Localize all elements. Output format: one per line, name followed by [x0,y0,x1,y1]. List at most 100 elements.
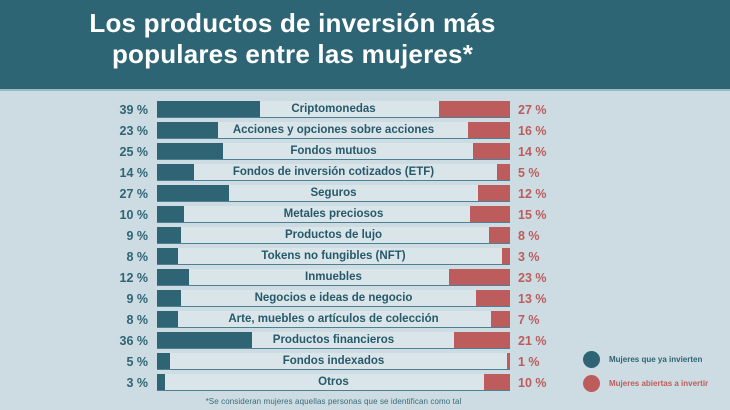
row-right-value: 3 % [518,249,540,264]
bar-already-invest [157,101,261,117]
row-left-value: 25 % [119,144,149,159]
row-track: Productos de lujo [157,227,510,244]
row-track: Negocios e ideas de negocio [157,290,510,307]
legend-dot-teal-icon [583,351,600,368]
chart-row: 14 % Fondos de inversión cotizados (ETF) 5… [0,162,730,183]
chart-row: 23 % Acciones y opciones sobre acciones 16… [0,120,730,141]
row-left-value: 23 % [119,123,149,138]
bar-open-to-invest [507,353,510,369]
bar-already-invest [157,206,184,222]
chart-row: 12 % Inmuebles 23 % [0,267,730,288]
row-track: Acciones y opciones sobre acciones [157,122,510,139]
header-banner: Los productos de inversión más populares… [0,0,730,91]
legend-dot-red-icon [583,375,600,392]
row-left-value: 12 % [119,270,149,285]
row-track: Criptomonedas [157,101,510,118]
row-category-label: Negocios e ideas de negocio [254,292,413,304]
footnote: *Se consideran mujeres aquellas personas… [205,397,462,406]
row-category-label: Metales preciosos [283,208,384,220]
row-track: Fondos mutuos [157,143,510,160]
bar-open-to-invest [472,143,510,159]
row-right-value: 14 % [518,144,547,159]
row-left-value: 5 % [126,354,148,369]
row-left-value: 14 % [119,165,149,180]
chart-row: 36 % Productos financieros 21 % [0,330,730,351]
row-category-label: Productos financieros [272,334,395,346]
bar-already-invest [157,248,179,264]
row-track: Seguros [157,185,510,202]
page-title-line2: populares entre las mujeres* [111,39,474,69]
bar-open-to-invest [483,374,510,390]
bar-already-invest [157,332,253,348]
chart-row: 39 % Criptomonedas 27 % [0,99,730,120]
row-category-label: Arte, muebles o artículos de colección [228,313,439,325]
row-track: Metales preciosos [157,206,510,223]
bar-already-invest [157,311,179,327]
bar-open-to-invest [491,311,510,327]
row-track: Fondos indexados [157,353,510,370]
row-category-label: Otros [318,376,349,388]
bar-already-invest [157,143,224,159]
bar-already-invest [157,164,195,180]
bar-already-invest [157,290,181,306]
row-category-label: Fondos indexados [282,355,385,367]
bar-already-invest [157,353,171,369]
chart-row: 8 % Tokens no fungibles (NFT) 3 % [0,246,730,267]
bar-open-to-invest [438,101,510,117]
legend-item-already-invest: Mujeres que ya invierten [583,351,708,368]
bar-already-invest [157,227,181,243]
bar-open-to-invest [454,332,510,348]
row-track: Otros [157,374,510,391]
row-category-label: Acciones y opciones sobre acciones [232,124,435,136]
row-left-value: 9 % [126,291,148,306]
bar-already-invest [157,269,189,285]
bar-open-to-invest [488,227,510,243]
bar-open-to-invest [475,290,510,306]
row-left-value: 9 % [126,228,148,243]
row-right-value: 16 % [518,123,547,138]
row-track: Arte, muebles o artículos de colección [157,311,510,328]
legend-item-open-to-invest: Mujeres abiertas a invertir [583,375,708,392]
row-right-value: 8 % [518,228,540,243]
bar-already-invest [157,122,218,138]
row-category-label: Tokens no fungibles (NFT) [261,250,406,262]
row-left-value: 8 % [126,249,148,264]
row-left-value: 27 % [119,186,149,201]
row-track: Inmuebles [157,269,510,286]
chart-row: 25 % Fondos mutuos 14 % [0,141,730,162]
row-left-value: 3 % [126,375,148,390]
chart-row: 8 % Arte, muebles o artículos de colecció… [0,309,730,330]
row-category-label: Inmuebles [305,271,362,283]
chart-row: 3 % Otros 10 % [0,372,730,393]
row-right-value: 5 % [518,165,540,180]
row-right-value: 23 % [518,270,547,285]
row-left-value: 36 % [119,333,149,348]
row-right-value: 12 % [518,186,547,201]
bar-already-invest [157,374,165,390]
bar-open-to-invest [496,164,510,180]
row-right-value: 13 % [518,291,547,306]
bar-open-to-invest [502,248,510,264]
chart-row: 9 % Negocios e ideas de negocio 13 % [0,288,730,309]
legend-label: Mujeres abiertas a invertir [609,379,709,388]
row-left-value: 10 % [119,207,149,222]
row-right-value: 27 % [518,102,547,117]
row-category-label: Seguros [310,187,357,199]
row-track: Fondos de inversión cotizados (ETF) [157,164,510,181]
row-left-value: 8 % [126,312,148,327]
bar-open-to-invest [470,206,510,222]
page-title: Los productos de inversión más populares… [0,0,585,70]
chart-row: 9 % Productos de lujo 8 % [0,225,730,246]
legend: Mujeres que ya invierten Mujeres abierta… [583,351,708,399]
row-right-value: 10 % [518,375,547,390]
bar-open-to-invest [478,185,510,201]
row-category-label: Fondos mutuos [290,145,377,157]
bar-open-to-invest [467,122,510,138]
chart-row: 27 % Seguros 12 % [0,183,730,204]
row-left-value: 39 % [119,102,149,117]
row-right-value: 15 % [518,207,547,222]
row-right-value: 7 % [518,312,540,327]
row-category-label: Criptomonedas [291,103,376,115]
page-title-line1: Los productos de inversión más [89,8,496,38]
row-right-value: 21 % [518,333,547,348]
